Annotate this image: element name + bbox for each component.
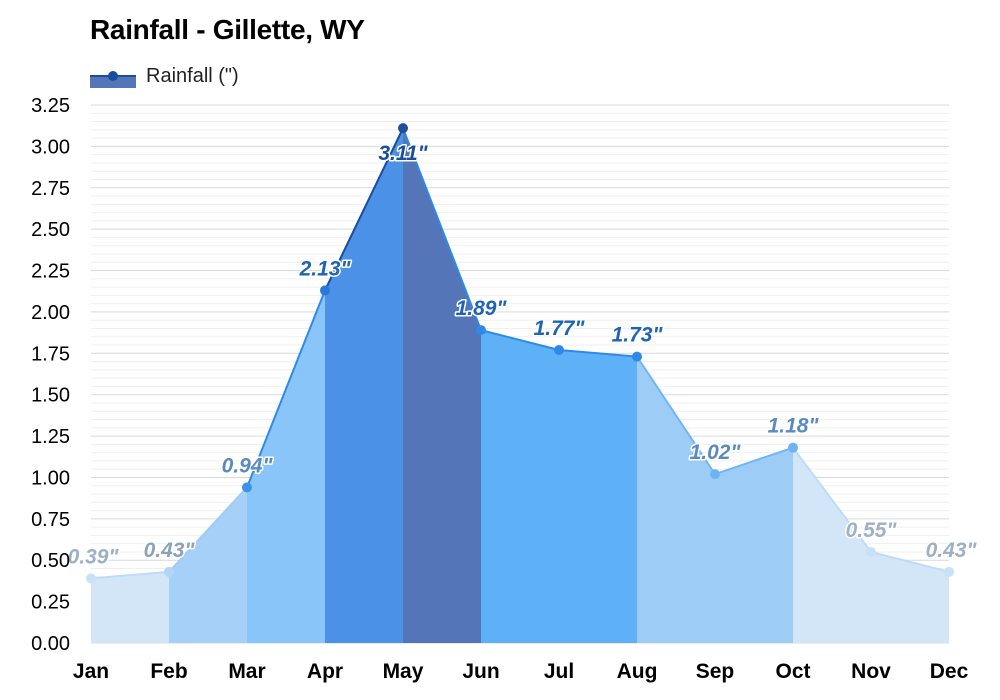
data-labels: 0.39" 0.43" 0.94" 2.13" 3.11" 1.89" 1.77" 1.73"… <box>66 141 979 570</box>
x-tick-label-dec: Dec <box>930 660 969 683</box>
line-segment-jun <box>480 329 560 351</box>
data-label-aug: 1.73" <box>612 324 664 347</box>
x-tick-label-jun: Jun <box>462 660 499 683</box>
x-tick-label-jan: Jan <box>73 660 109 683</box>
x-axis-ticks: Jan Feb Mar Apr May Jun Jul Aug Sep Oct Nov Dec <box>73 660 969 683</box>
line-segment-oct <box>792 447 872 553</box>
data-label-nov: 0.55" <box>846 519 898 542</box>
area-band-may <box>403 128 481 643</box>
y-tick-label: 3.00 <box>31 136 70 158</box>
data-point-may[interactable] <box>398 123 408 134</box>
line-segment-feb <box>168 486 248 573</box>
data-label-apr: 2.13" <box>299 257 352 280</box>
line-segment-mar <box>246 290 326 488</box>
data-point-feb[interactable] <box>164 566 174 577</box>
area-band-aug <box>637 356 715 643</box>
area-band-oct <box>793 447 871 643</box>
area-band-jul <box>559 349 637 643</box>
y-tick-label: 1.00 <box>31 467 70 489</box>
chart-title: Rainfall - Gillette, WY <box>90 14 365 45</box>
y-tick-label: 2.50 <box>31 219 70 241</box>
legend-swatch <box>90 71 136 88</box>
data-points <box>86 123 954 584</box>
x-tick-label-sep: Sep <box>696 660 735 683</box>
data-label-feb: 0.43" <box>144 539 196 562</box>
data-point-sep[interactable] <box>710 469 720 480</box>
line-segment-sep <box>714 446 794 476</box>
y-tick-label: 0.75 <box>31 509 70 531</box>
y-tick-label: 1.25 <box>31 426 70 448</box>
data-point-oct[interactable] <box>788 442 798 453</box>
data-point-jan[interactable] <box>86 573 96 584</box>
y-axis-ticks: 0.00 0.25 0.50 0.75 1.00 1.25 1.50 1.75 2.00 2.25… <box>31 95 70 655</box>
data-label-jan: 0.39" <box>68 545 120 568</box>
series-line <box>90 127 950 580</box>
data-label-mar: 0.94" <box>222 454 274 477</box>
data-point-nov[interactable] <box>866 546 876 557</box>
line-segment-aug <box>636 356 716 475</box>
data-label-sep: 1.02" <box>690 441 742 464</box>
y-tick-label: 0.50 <box>31 550 70 572</box>
y-tick-label: 1.75 <box>31 343 70 365</box>
legend[interactable]: Rainfall (") <box>90 62 239 90</box>
data-label-jun: 1.89" <box>456 297 508 320</box>
area-band-feb <box>169 487 247 643</box>
y-tick-label: 0.00 <box>31 633 70 655</box>
y-tick-label: 2.25 <box>31 261 70 283</box>
x-tick-label-may: May <box>383 660 424 683</box>
data-label-dec: 0.43" <box>926 539 978 562</box>
x-tick-label-aug: Aug <box>617 660 658 683</box>
y-tick-label: 0.25 <box>31 592 70 614</box>
area-band-sep <box>715 447 793 643</box>
y-tick-label: 1.50 <box>31 385 70 407</box>
area-band-jun <box>481 330 559 643</box>
area-band-nov <box>871 551 949 643</box>
x-tick-label-jul: Jul <box>544 660 574 683</box>
line-segment-apr <box>324 127 404 291</box>
data-label-jul: 1.77" <box>534 317 586 340</box>
area-band-apr <box>325 128 403 643</box>
data-point-mar[interactable] <box>242 482 252 493</box>
area-band-mar <box>247 290 325 643</box>
line-segment-nov <box>870 550 950 573</box>
x-tick-label-nov: Nov <box>851 660 891 683</box>
y-tick-label: 3.25 <box>31 95 70 117</box>
area-bands <box>91 128 949 643</box>
x-tick-label-oct: Oct <box>775 660 810 683</box>
x-tick-label-apr: Apr <box>307 660 343 683</box>
data-point-aug[interactable] <box>632 351 642 362</box>
data-point-jul[interactable] <box>554 344 564 355</box>
data-label-may: 3.11" <box>378 142 428 165</box>
y-tick-label: 2.75 <box>31 178 70 200</box>
x-tick-label-mar: Mar <box>228 660 265 683</box>
data-label-oct: 1.18" <box>768 415 820 438</box>
legend-label: Rainfall (") <box>146 64 239 87</box>
data-point-jun[interactable] <box>476 325 486 336</box>
x-tick-label-feb: Feb <box>150 660 187 683</box>
data-point-apr[interactable] <box>320 285 330 296</box>
area-band-jan <box>91 571 169 643</box>
y-tick-label: 2.00 <box>31 302 70 324</box>
line-segment-jan <box>90 570 170 580</box>
line-segment-may <box>402 127 482 331</box>
data-point-dec[interactable] <box>944 566 954 577</box>
line-segment-jul <box>558 349 638 358</box>
